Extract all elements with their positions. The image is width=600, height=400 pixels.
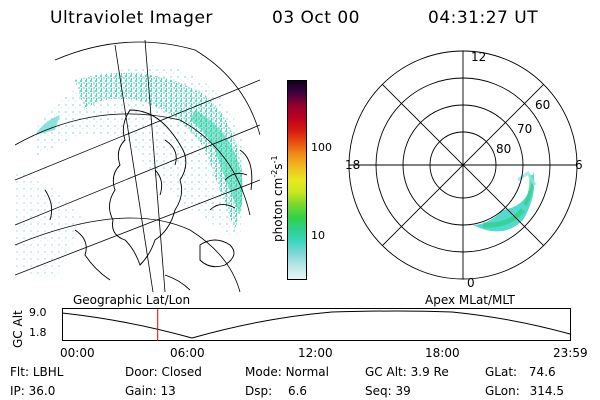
unit-exp2: -1	[270, 155, 279, 164]
orbit-xtick-0600: 06:00	[170, 346, 205, 360]
status-flt: Flt: LBHL	[10, 365, 63, 379]
status-dsp: Dsp: 6.6	[245, 384, 307, 398]
glon-value: 314.5	[529, 384, 564, 398]
mlt-label-18: 18	[345, 158, 360, 172]
app-title: Ultraviolet Imager	[50, 8, 213, 28]
dsp-label: Dsp:	[245, 384, 273, 398]
orbit-plot	[62, 308, 571, 341]
orbit-ytick-high: 9.0	[29, 306, 47, 319]
glon-label: GLon:	[485, 384, 520, 398]
status-gain: Gain: 13	[125, 384, 176, 398]
polar-panel-label: Apex MLat/MLT	[425, 293, 515, 307]
colorbar-gradient	[288, 81, 306, 279]
colorbar-tick-100: 100	[311, 141, 332, 154]
status-seq: Seq: 39	[365, 384, 411, 398]
unit-base: photon cm	[271, 177, 285, 242]
mlt-label-6: 6	[575, 158, 583, 172]
mlat-label-70: 70	[517, 122, 532, 136]
status-mode: Mode: Normal	[245, 365, 329, 379]
orbit-ytick-low: 1.8	[29, 326, 47, 339]
status-door: Door: Closed	[125, 365, 202, 379]
orbit-xtick-0000: 00:00	[60, 346, 95, 360]
glat-label: GLat:	[485, 365, 518, 379]
polar-plot: 12 18 6 0 60 70 80	[345, 50, 583, 290]
colorbar	[287, 80, 307, 280]
colorbar-unit-label: photon cm-2s-1	[270, 155, 285, 242]
ip-label: IP:	[10, 384, 25, 398]
flt-label: Flt:	[10, 365, 29, 379]
mode-value: Normal	[285, 365, 329, 379]
dsp-value: 6.6	[287, 384, 308, 398]
gain-label: Gain:	[125, 384, 157, 398]
mlt-label-0: 0	[467, 276, 475, 290]
mlat-label-80: 80	[496, 142, 511, 156]
seq-value: 39	[395, 384, 411, 398]
time-label: 04:31:27 UT	[428, 8, 539, 28]
geographic-image	[15, 40, 260, 292]
orbit-altitude-curve	[62, 310, 571, 339]
status-glat: GLat: 74.6	[485, 365, 556, 379]
mode-label: Mode:	[245, 365, 282, 379]
gcalt-label: GC Alt:	[365, 365, 407, 379]
orbit-axis-label: GC Alt	[11, 310, 25, 348]
flt-value: LBHL	[32, 365, 64, 379]
colorbar-tick-10: 10	[311, 229, 325, 242]
door-label: Door:	[125, 365, 158, 379]
ip-value: 36.0	[28, 384, 56, 398]
gain-value: 13	[160, 384, 176, 398]
gcalt-value: 3.9 Re	[410, 365, 449, 379]
glat-value: 74.6	[528, 365, 556, 379]
geographic-panel-label: Geographic Lat/Lon	[73, 293, 191, 307]
orbit-frame	[62, 308, 571, 341]
status-ip: IP: 36.0	[10, 384, 55, 398]
mlat-label-60: 60	[535, 98, 550, 112]
unit-s: s	[271, 163, 285, 170]
seq-label: Seq:	[365, 384, 392, 398]
mlt-label-12: 12	[471, 50, 486, 64]
orbit-xtick-1800: 18:00	[425, 346, 460, 360]
status-glon: GLon: 314.5	[485, 384, 564, 398]
unit-exp1: -2	[270, 169, 279, 178]
date-label: 03 Oct 00	[272, 8, 360, 28]
orbit-xtick-1200: 12:00	[298, 346, 333, 360]
status-gcalt: GC Alt: 3.9 Re	[365, 365, 449, 379]
orbit-xtick-2359: 23:59	[553, 346, 588, 360]
door-value: Closed	[161, 365, 202, 379]
